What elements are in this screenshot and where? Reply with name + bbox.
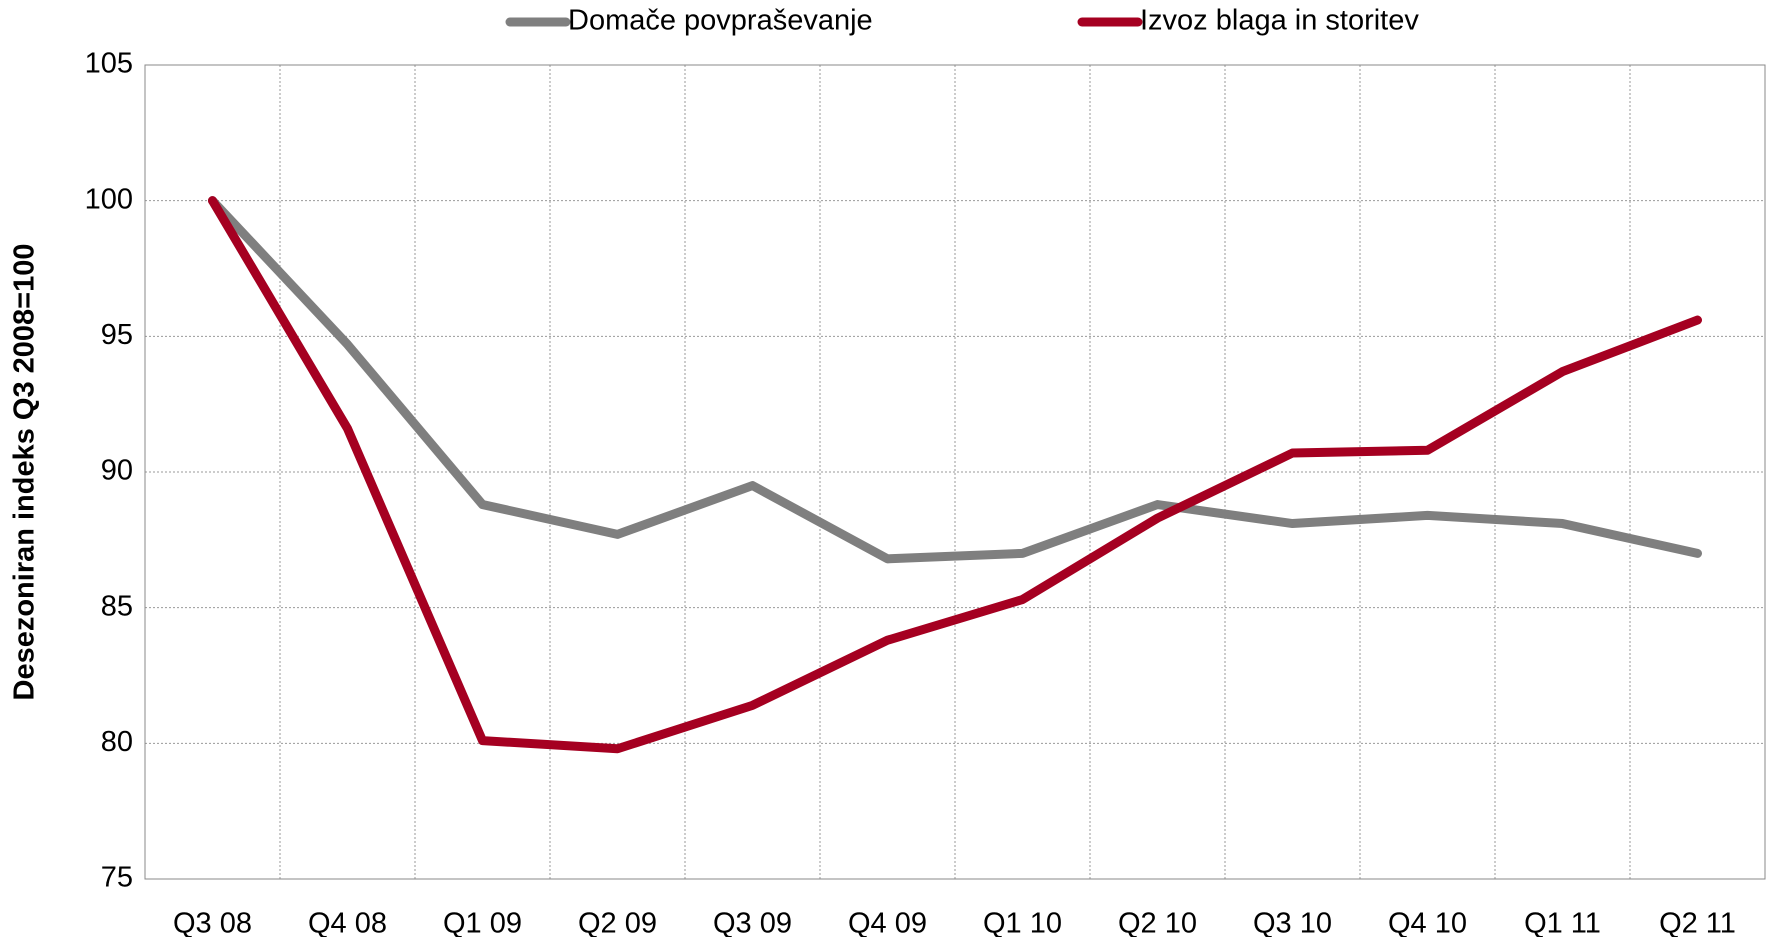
x-tick-label: Q4 10 — [1388, 908, 1467, 937]
x-tick-label: Q3 09 — [713, 908, 792, 937]
x-tick-label: Q1 11 — [1524, 908, 1601, 937]
y-axis-label: Desezoniran indeks Q3 2008=100 — [9, 243, 41, 700]
y-tick-label: 80 — [101, 726, 133, 758]
x-tick-label: Q1 10 — [983, 908, 1062, 937]
x-tick-label: Q3 08 — [173, 908, 252, 937]
x-tick-label: Q4 08 — [308, 908, 387, 937]
x-tick-label: Q2 10 — [1118, 908, 1197, 937]
x-tick-label: Q3 10 — [1253, 908, 1332, 937]
y-tick-label: 90 — [101, 455, 133, 487]
y-tick-label: 105 — [85, 48, 133, 80]
x-tick-label: Q1 09 — [443, 908, 522, 937]
series-line — [208, 196, 1702, 564]
legend-label: Domače povpraševanje — [568, 5, 873, 37]
x-tick-label: Q4 09 — [848, 908, 927, 937]
y-tick-label: 75 — [101, 862, 133, 894]
x-tick-label: Q2 11 — [1659, 908, 1736, 937]
y-tick-label: 85 — [101, 590, 133, 622]
series-line — [208, 196, 1702, 754]
legend-label: Izvoz blaga in storitev — [1140, 5, 1419, 37]
x-tick-label: Q2 09 — [578, 908, 657, 937]
plot-frame — [144, 64, 1766, 880]
y-tick-label: 95 — [101, 319, 133, 351]
y-tick-label: 100 — [85, 183, 133, 215]
